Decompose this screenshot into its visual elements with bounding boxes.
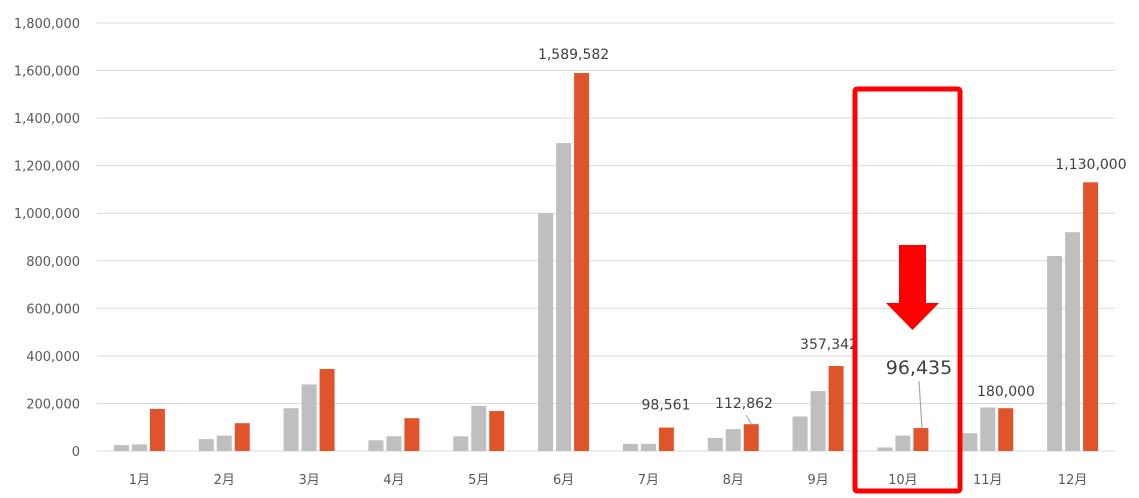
- bar: [113, 445, 129, 451]
- bar: [1047, 256, 1063, 451]
- y-tick-label: 1,000,000: [14, 207, 80, 222]
- x-tick-label: 8月: [723, 473, 744, 488]
- data-label: 180,000: [977, 384, 1035, 400]
- x-tick-label: 12月: [1058, 473, 1088, 488]
- x-tick-label: 3月: [298, 473, 319, 488]
- y-tick-label: 1,400,000: [14, 112, 80, 127]
- bar: [404, 418, 420, 451]
- leader-line: [745, 414, 753, 426]
- y-tick-label: 600,000: [26, 302, 80, 317]
- bar: [556, 143, 572, 452]
- y-tick-label: 800,000: [26, 255, 80, 270]
- x-tick-label: 4月: [383, 473, 404, 488]
- x-tick-label: 9月: [807, 473, 828, 488]
- data-label: 1,130,000: [1055, 157, 1126, 173]
- x-tick-label: 1月: [129, 473, 150, 488]
- bar: [1065, 232, 1081, 451]
- data-label: 98,561: [642, 398, 691, 414]
- data-label: 96,435: [886, 357, 952, 379]
- bar: [792, 416, 808, 451]
- data-label: 357,342: [800, 337, 858, 353]
- bar: [707, 437, 723, 451]
- leader-line: [918, 380, 923, 429]
- bar: [301, 384, 317, 451]
- bar: [980, 407, 996, 451]
- bar: [743, 424, 759, 451]
- bar: [622, 443, 638, 451]
- y-tick-label: 400,000: [26, 350, 80, 365]
- bar: [828, 366, 844, 451]
- bar: [962, 433, 978, 451]
- bar: [725, 429, 741, 451]
- bar: [658, 427, 674, 451]
- highlight-box: [852, 86, 963, 494]
- bar: [877, 447, 893, 451]
- x-tick-label: 11月: [973, 473, 1003, 488]
- y-tick-label: 0: [72, 445, 80, 460]
- y-tick-label: 1,200,000: [14, 160, 80, 175]
- bar: [489, 411, 505, 451]
- bar: [998, 408, 1014, 451]
- bar: [216, 435, 232, 451]
- y-tick-label: 1,600,000: [14, 65, 80, 80]
- y-tick-label: 1,800,000: [14, 17, 80, 32]
- y-tick-label: 200,000: [26, 397, 80, 412]
- bar: [895, 435, 911, 451]
- bar: [913, 428, 929, 451]
- bar: [234, 423, 250, 451]
- bar: [368, 440, 384, 451]
- bar: [574, 73, 590, 452]
- bar: [319, 368, 335, 451]
- bar: [640, 443, 656, 451]
- down-arrow-icon: [886, 245, 939, 330]
- x-tick-label: 6月: [553, 473, 574, 488]
- bar: [131, 444, 147, 451]
- x-tick-label: 2月: [214, 473, 235, 488]
- bar: [283, 408, 299, 451]
- x-tick-label: 7月: [638, 473, 659, 488]
- x-tick-label: 10月: [888, 473, 918, 488]
- data-label: 1,589,582: [538, 47, 609, 63]
- bar: [538, 213, 554, 451]
- bar: [1083, 182, 1099, 452]
- bar: [198, 439, 214, 451]
- data-label: 112,862: [715, 396, 773, 412]
- bar: [471, 405, 487, 451]
- x-tick-label: 5月: [468, 473, 489, 488]
- bar: [810, 391, 826, 451]
- bar: [453, 436, 469, 451]
- bar: [149, 408, 165, 451]
- bar: [386, 436, 402, 451]
